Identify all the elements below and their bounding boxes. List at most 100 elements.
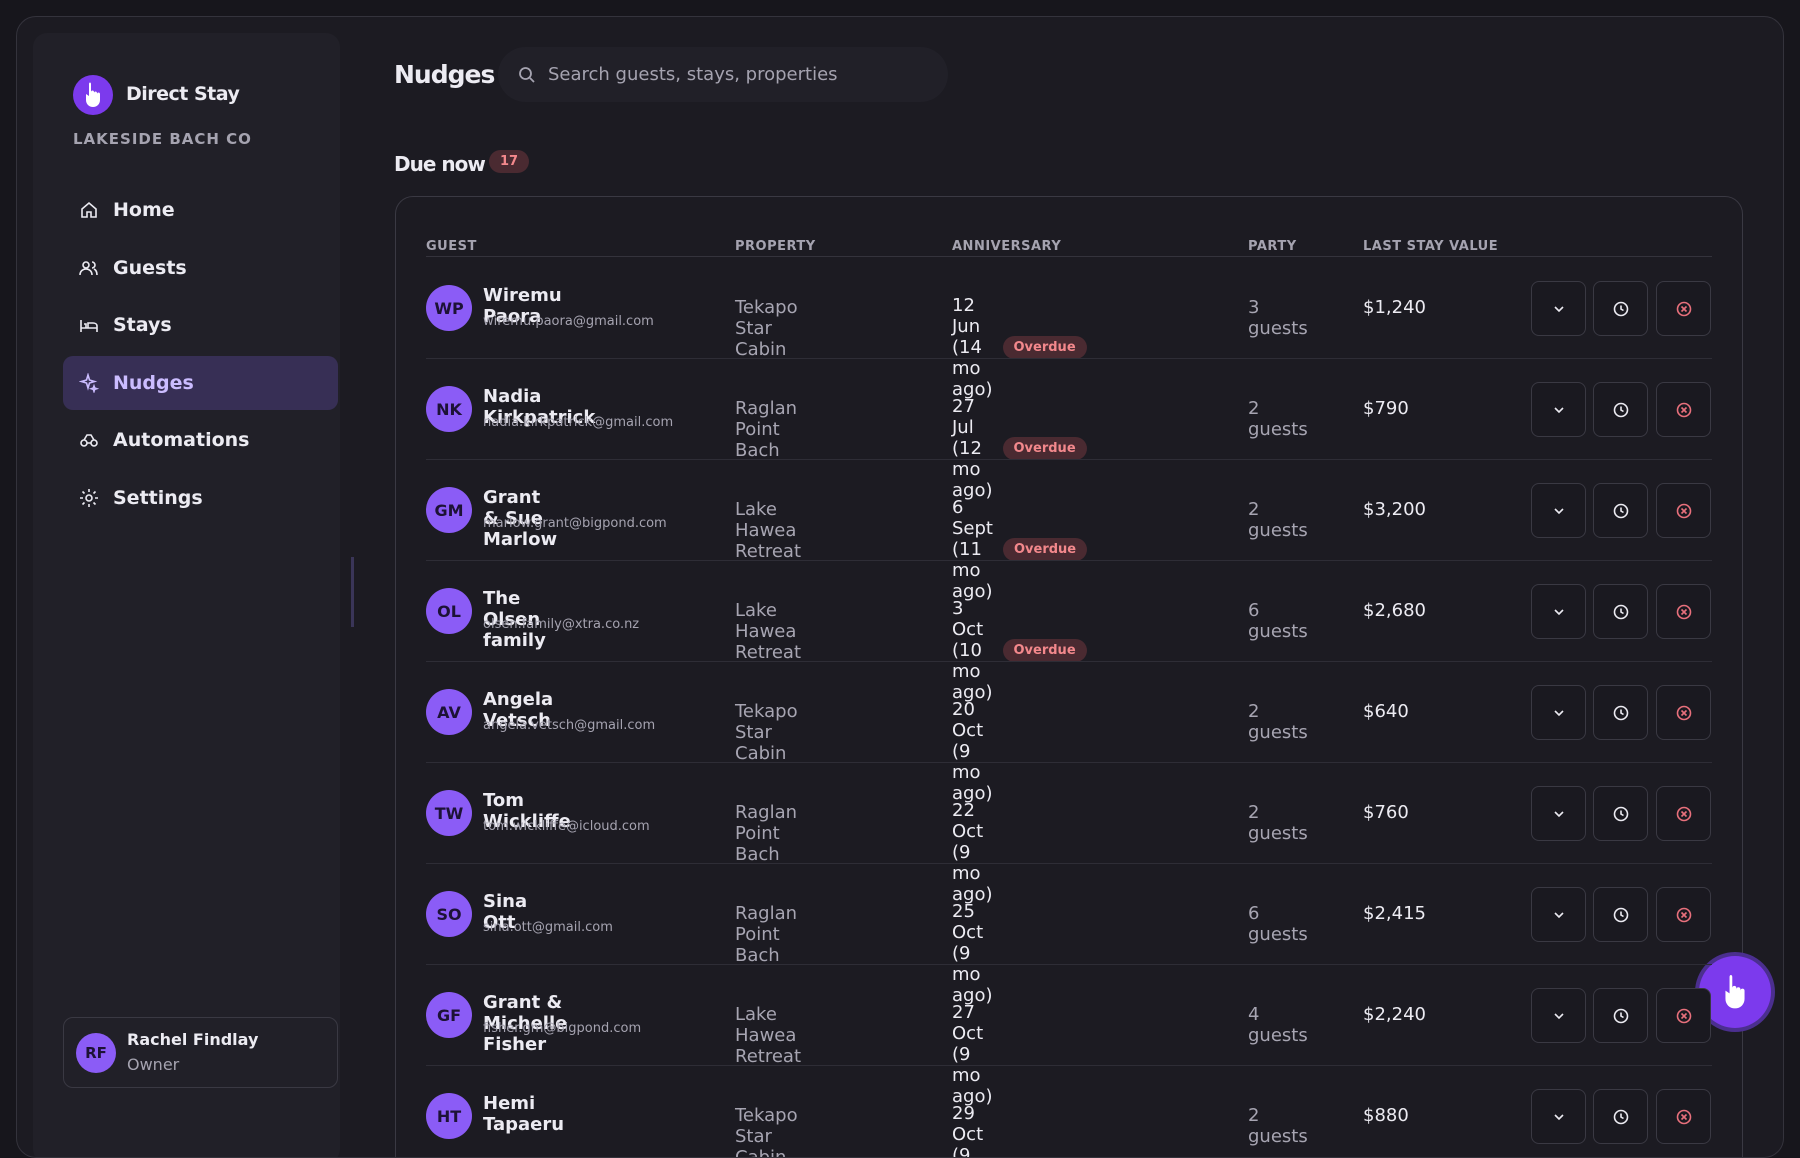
nav-label: Automations xyxy=(113,429,250,451)
page: Direct Stay LAKESIDE BACH CO RF Rachel F… xyxy=(16,16,1784,1158)
anniversary: 12 Jun (14 mo ago) Overdue xyxy=(952,295,1087,400)
expand-button[interactable] xyxy=(1531,887,1586,942)
expand-button[interactable] xyxy=(1531,483,1586,538)
column-header: GUEST xyxy=(426,239,477,254)
guest-avatar: TW xyxy=(426,790,472,836)
search-box[interactable]: Search guests, stays, properties xyxy=(498,47,948,102)
party: 2 guests xyxy=(1248,398,1308,440)
anniversary: 20 Oct (9 mo ago) xyxy=(952,699,993,804)
nav-item[interactable]: Automations xyxy=(63,413,338,467)
guest-avatar: HT xyxy=(426,1093,472,1139)
party: 6 guests xyxy=(1248,600,1308,642)
guest-avatar: AV xyxy=(426,689,472,735)
guest-name: The Olsen family xyxy=(483,588,546,651)
property: Tekapo Star Cabin xyxy=(735,1105,798,1158)
dismiss-button[interactable] xyxy=(1656,382,1711,437)
dismiss-button[interactable] xyxy=(1656,1089,1711,1144)
party: 2 guests xyxy=(1248,499,1308,541)
property: Raglan Point Bach xyxy=(735,398,798,461)
assistant-button[interactable] xyxy=(1699,956,1771,1028)
last-stay-value: $2,415 xyxy=(1363,903,1426,924)
anniversary-date: 20 Oct (9 mo ago) xyxy=(952,699,993,804)
nav-label: Settings xyxy=(113,486,203,509)
anniversary-date: 3 Oct (10 mo ago) xyxy=(952,598,993,703)
user-card[interactable]: RF Rachel Findlay Owner xyxy=(63,1017,338,1088)
property: Tekapo Star Cabin xyxy=(735,701,798,764)
expand-button[interactable] xyxy=(1531,685,1586,740)
expand-button[interactable] xyxy=(1531,1089,1586,1144)
guest-avatar: NK xyxy=(426,386,472,432)
guest-email: tom.wickliffe@icloud.com xyxy=(483,819,650,834)
logo xyxy=(73,75,113,115)
expand-button[interactable] xyxy=(1531,786,1586,841)
anniversary: 27 Jul (12 mo ago) Overdue xyxy=(952,396,1087,501)
guest-email: fisher.gm@bigpond.com xyxy=(483,1021,642,1036)
snooze-button[interactable] xyxy=(1593,584,1648,639)
search-placeholder: Search guests, stays, properties xyxy=(548,64,838,85)
dismiss-button[interactable] xyxy=(1656,786,1711,841)
guest-avatar: GM xyxy=(426,487,472,533)
dismiss-button[interactable] xyxy=(1656,281,1711,336)
org-name: LAKESIDE BACH CO xyxy=(73,130,252,148)
expand-button[interactable] xyxy=(1531,281,1586,336)
party: 3 guests xyxy=(1248,297,1308,339)
snooze-button[interactable] xyxy=(1593,281,1648,336)
nav-item[interactable]: Guests xyxy=(63,241,338,295)
header-divider xyxy=(426,256,1712,257)
nav-item[interactable]: Settings xyxy=(63,471,338,525)
scroll-indicator xyxy=(351,557,354,627)
guest-avatar: OL xyxy=(426,588,472,634)
snooze-button[interactable] xyxy=(1593,382,1648,437)
last-stay-value: $3,200 xyxy=(1363,499,1426,520)
column-header: ANNIVERSARY xyxy=(952,239,1062,254)
user-name: Rachel Findlay xyxy=(127,1030,259,1049)
snooze-button[interactable] xyxy=(1593,786,1648,841)
anniversary: 22 Oct (9 mo ago) xyxy=(952,800,993,905)
guest-name: Sina Ott xyxy=(483,891,528,933)
user-role: Owner xyxy=(127,1055,180,1074)
guest-email: angela.vetsch@gmail.com xyxy=(483,718,656,733)
dismiss-button[interactable] xyxy=(1656,584,1711,639)
guest-name: Nadia Kirkpatrick xyxy=(483,386,596,428)
nav-label: Guests xyxy=(113,256,187,279)
row-divider xyxy=(426,762,1712,763)
column-header: PROPERTY xyxy=(735,239,816,254)
status-badge: Overdue xyxy=(1002,538,1088,561)
guest-email: nadia.kirkpatrick@gmail.com xyxy=(483,415,674,430)
nav-item[interactable]: Stays xyxy=(63,298,338,352)
guest-name: Angela Vetsch xyxy=(483,689,554,731)
page-title: Nudges xyxy=(394,60,495,89)
property: Tekapo Star Cabin xyxy=(735,297,798,360)
anniversary-date: 22 Oct (9 mo ago) xyxy=(952,800,993,905)
expand-button[interactable] xyxy=(1531,382,1586,437)
anniversary: 27 Oct (9 mo ago) xyxy=(952,1002,993,1107)
last-stay-value: $2,240 xyxy=(1363,1004,1426,1025)
guest-name: Grant & Michelle Fisher xyxy=(483,992,568,1055)
snooze-button[interactable] xyxy=(1593,887,1648,942)
anniversary: 25 Oct (9 mo ago) xyxy=(952,901,993,1006)
nav-item[interactable]: Home xyxy=(63,183,338,237)
expand-button[interactable] xyxy=(1531,584,1586,639)
dismiss-button[interactable] xyxy=(1656,887,1711,942)
row-divider xyxy=(426,964,1712,965)
row-divider xyxy=(426,459,1712,460)
nav-item[interactable]: Nudges xyxy=(63,355,338,410)
snooze-button[interactable] xyxy=(1593,483,1648,538)
snooze-button[interactable] xyxy=(1593,988,1648,1043)
guest-name: Grant & Sue Marlow xyxy=(483,487,558,550)
snooze-button[interactable] xyxy=(1593,1089,1648,1144)
snooze-button[interactable] xyxy=(1593,685,1648,740)
last-stay-value: $640 xyxy=(1363,701,1409,722)
section-title: Due now xyxy=(394,152,486,176)
nav-label: Home xyxy=(113,199,175,221)
property: Raglan Point Bach xyxy=(735,802,798,865)
dismiss-button[interactable] xyxy=(1656,685,1711,740)
column-header: PARTY xyxy=(1248,239,1297,254)
expand-button[interactable] xyxy=(1531,988,1586,1043)
anniversary-date: 12 Jun (14 mo ago) xyxy=(952,295,993,400)
guest-avatar: SO xyxy=(426,891,472,937)
dismiss-button[interactable] xyxy=(1656,483,1711,538)
dismiss-button[interactable] xyxy=(1656,988,1711,1043)
row-divider xyxy=(426,863,1712,864)
nav-label: Stays xyxy=(113,314,172,336)
